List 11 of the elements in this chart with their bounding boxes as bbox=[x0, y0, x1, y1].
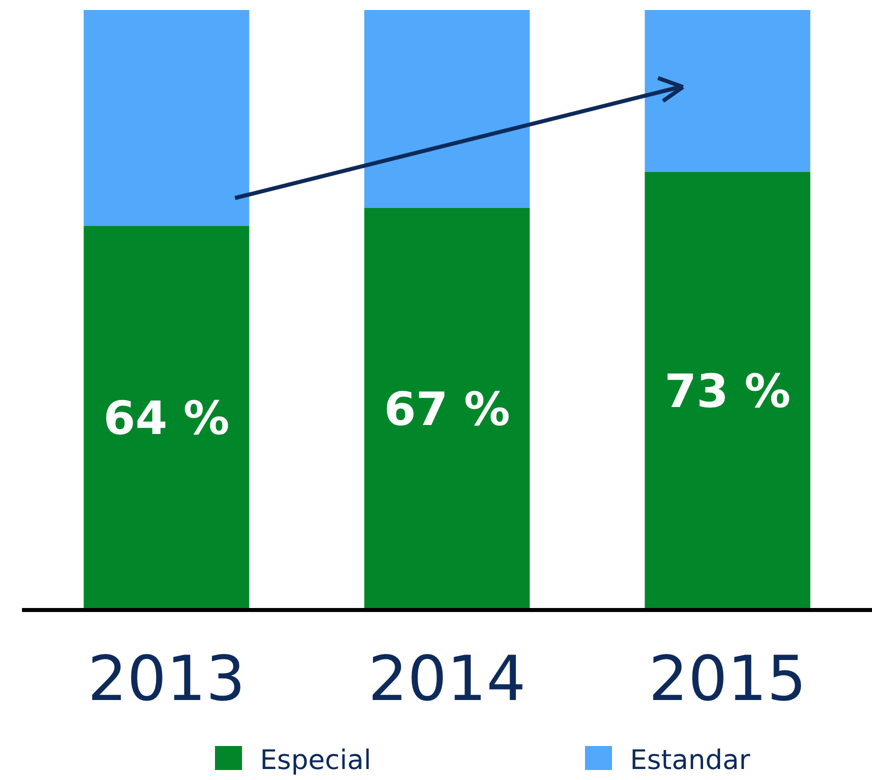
bar bbox=[84, 226, 250, 610]
data-label: 64 % bbox=[103, 391, 230, 445]
x-tick-label: 2014 bbox=[368, 642, 526, 715]
data-label: 67 % bbox=[384, 382, 510, 436]
legend-label: Estandar bbox=[630, 745, 752, 776]
bar bbox=[644, 172, 810, 610]
x-tick-label: 2013 bbox=[88, 642, 246, 715]
bar bbox=[364, 208, 530, 610]
legend-label: Especial bbox=[260, 745, 372, 776]
data-label: 73 % bbox=[664, 364, 791, 418]
x-tick-label: 2015 bbox=[648, 642, 806, 715]
